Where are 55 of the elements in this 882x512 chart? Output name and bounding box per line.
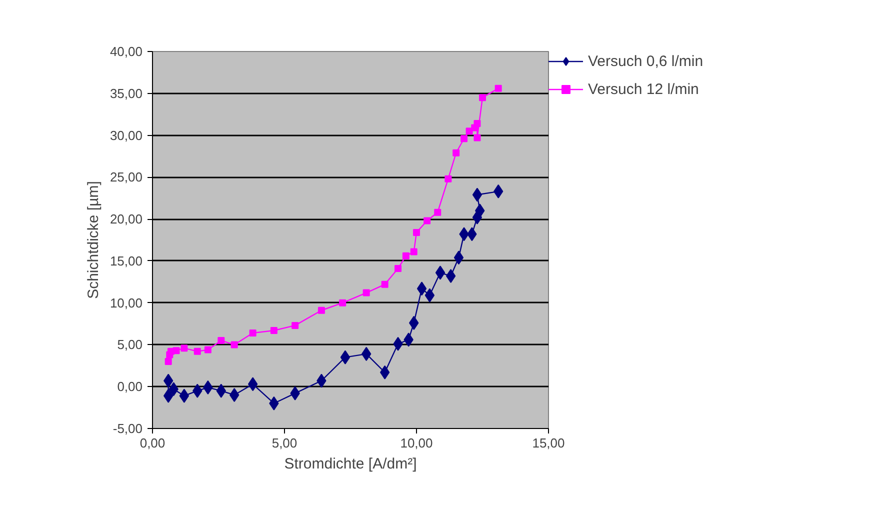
point: [340, 350, 350, 364]
point: [410, 248, 418, 256]
x-tick-label: 0,00: [140, 436, 166, 450]
point: [248, 377, 258, 392]
point: [318, 306, 325, 314]
point: [435, 266, 446, 280]
legend-label: Versuch 12 l/min: [588, 80, 699, 98]
point: [474, 134, 481, 142]
point: [218, 337, 225, 344]
point: [402, 252, 410, 260]
point: [270, 326, 278, 334]
point: [454, 250, 464, 265]
point: [424, 217, 431, 224]
point: [381, 280, 388, 288]
point: [339, 299, 346, 306]
point: [446, 269, 456, 284]
point: [394, 264, 402, 272]
x-tick-label: 5,00: [272, 436, 298, 450]
x-tick-label: 15,00: [532, 436, 565, 450]
y-tick-label: 10,00: [110, 295, 143, 310]
x-tick-label: 10,00: [400, 436, 433, 450]
point: [204, 346, 212, 354]
point: [230, 341, 238, 348]
y-tick-label: 5,00: [117, 337, 143, 352]
y-tick-label: -5,00: [112, 421, 143, 436]
point: [164, 358, 172, 365]
point: [180, 344, 188, 352]
y-tick-label: 40,00: [110, 44, 143, 59]
point: [179, 388, 190, 403]
y-tick-label: 20,00: [110, 212, 143, 227]
y-tick-label: 25,00: [110, 170, 143, 185]
point: [434, 208, 442, 216]
point: [194, 348, 201, 355]
point: [472, 188, 482, 202]
point: [362, 289, 370, 296]
point: [474, 120, 481, 128]
point: [172, 347, 180, 354]
point: [249, 329, 256, 336]
point: [413, 228, 420, 236]
point: [479, 94, 486, 102]
point: [416, 282, 427, 296]
y-tick-label: 0,00: [117, 379, 143, 394]
point: [380, 365, 390, 380]
y-tick-label: 35,00: [110, 86, 143, 101]
point: [494, 84, 502, 92]
x-axis-title: Stromdichte [A/dm²]: [284, 456, 417, 472]
y-axis-title: Schichtdicke [µm]: [84, 181, 102, 299]
point: [460, 135, 468, 142]
legend-label: Versuch 0,6 l/min: [588, 52, 704, 70]
y-tick-label: 15,00: [110, 253, 143, 268]
y-tick-label: 30,00: [110, 128, 143, 143]
point: [452, 149, 460, 156]
point: [424, 288, 435, 302]
point: [292, 322, 299, 329]
point: [444, 175, 452, 182]
